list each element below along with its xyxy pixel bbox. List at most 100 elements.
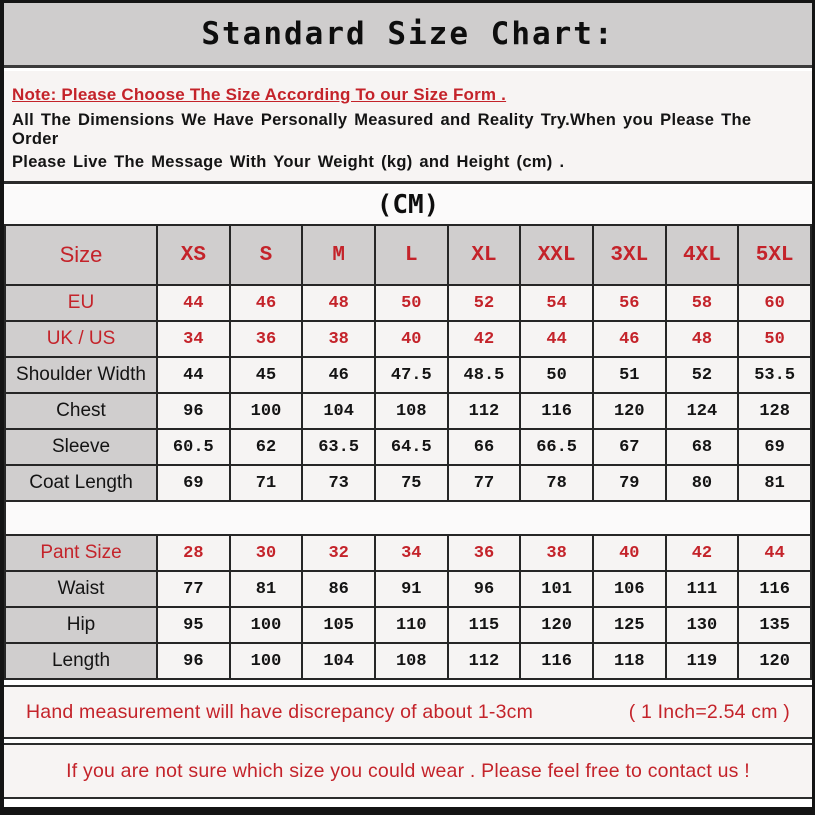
table-row: Waist 77 81 86 91 96 101 106 111 116 (4, 570, 812, 608)
table-row: UK / US 34 36 38 40 42 44 46 48 50 (4, 320, 812, 358)
divider (4, 739, 812, 743)
row-label: Hip (4, 606, 158, 644)
column-header: 4XL (664, 224, 740, 286)
divider (4, 184, 812, 186)
value-cell: 116 (519, 392, 594, 430)
table-row: Chest 96 100 104 108 112 116 120 124 128 (4, 392, 812, 430)
row-label: Chest (4, 392, 158, 430)
value-cell: 68 (664, 428, 740, 466)
value-cell: 115 (446, 606, 522, 644)
value-cell: 120 (519, 606, 594, 644)
note-line-2: All The Dimensions We Have Personally Me… (12, 111, 752, 148)
value-cell: 100 (228, 642, 304, 680)
value-cell: 118 (591, 642, 667, 680)
value-cell: 44 (156, 356, 231, 394)
value-cell: 101 (519, 570, 594, 608)
row-label: UK / US (4, 320, 158, 358)
unit-header-row: (CM) (4, 186, 812, 224)
value-cell: 62 (228, 428, 304, 466)
value-cell: 80 (664, 464, 740, 502)
measurement-note-box: Hand measurement will have discrepancy o… (4, 685, 812, 739)
size-chart-table: Size XS S M L XL XXL 3XL 4XL 5XL EU 44 46 48 50 52 54 56 5… (4, 224, 812, 680)
row-label: Pant Size (4, 534, 158, 572)
column-header: L (373, 224, 449, 286)
value-cell: 66 (446, 428, 522, 466)
value-cell: 105 (301, 606, 376, 644)
value-cell: 104 (301, 642, 376, 680)
value-cell: 125 (591, 606, 667, 644)
value-cell: 130 (664, 606, 740, 644)
unit-label: (CM) (376, 190, 440, 220)
column-header: XXL (519, 224, 594, 286)
value-cell: 100 (228, 392, 304, 430)
value-cell: 48 (664, 320, 740, 358)
column-header: M (301, 224, 376, 286)
value-cell: 28 (156, 534, 231, 572)
value-cell: 116 (519, 642, 594, 680)
value-cell: 110 (373, 606, 449, 644)
value-cell: 71 (228, 464, 304, 502)
row-label: Shoulder Width (4, 356, 158, 394)
value-cell: 36 (228, 320, 304, 358)
value-cell: 48.5 (446, 356, 522, 394)
value-cell: 51 (591, 356, 667, 394)
value-cell: 45 (228, 356, 304, 394)
value-cell: 95 (156, 606, 231, 644)
row-label: EU (4, 284, 158, 322)
value-cell: 86 (301, 570, 376, 608)
value-cell: 120 (737, 642, 812, 680)
value-cell: 96 (446, 570, 522, 608)
value-cell: 36 (446, 534, 522, 572)
table-row: Hip 95 100 105 110 115 120 125 130 135 (4, 606, 812, 644)
value-cell: 44 (737, 534, 812, 572)
divider (4, 680, 812, 685)
value-cell: 63.5 (301, 428, 376, 466)
value-cell: 66.5 (519, 428, 594, 466)
value-cell: 32 (301, 534, 376, 572)
value-cell: 96 (156, 642, 231, 680)
value-cell: 69 (156, 464, 231, 502)
column-header: 3XL (591, 224, 667, 286)
value-cell: 96 (156, 392, 231, 430)
value-cell: 53.5 (737, 356, 812, 394)
contact-note-box: If you are not sure which size you could… (4, 743, 812, 799)
table-row: Coat Length 69 71 73 75 77 78 79 80 81 (4, 464, 812, 502)
page-title: Standard Size Chart: (201, 16, 615, 52)
value-cell: 34 (156, 320, 231, 358)
value-cell: 73 (301, 464, 376, 502)
spacer-row (4, 500, 812, 536)
value-cell: 124 (664, 392, 740, 430)
value-cell: 91 (373, 570, 449, 608)
value-cell: 108 (373, 392, 449, 430)
value-cell: 40 (591, 534, 667, 572)
value-cell: 46 (228, 284, 304, 322)
value-cell: 111 (664, 570, 740, 608)
value-cell: 79 (591, 464, 667, 502)
value-cell: 77 (446, 464, 522, 502)
table-row: Length 96 100 104 108 112 116 118 119 120 (4, 642, 812, 680)
value-cell: 69 (737, 428, 812, 466)
value-cell: 78 (519, 464, 594, 502)
row-label: Waist (4, 570, 158, 608)
value-cell: 54 (519, 284, 594, 322)
value-cell: 112 (446, 392, 522, 430)
column-header-size: Size (4, 224, 158, 286)
value-cell: 106 (591, 570, 667, 608)
value-cell: 40 (373, 320, 449, 358)
value-cell: 56 (591, 284, 667, 322)
value-cell: 112 (446, 642, 522, 680)
value-cell: 116 (737, 570, 812, 608)
contact-note: If you are not sure which size you could… (66, 759, 750, 782)
value-cell: 44 (519, 320, 594, 358)
value-cell: 50 (737, 320, 812, 358)
value-cell: 120 (591, 392, 667, 430)
value-cell: 50 (373, 284, 449, 322)
title-bar: Standard Size Chart: (4, 3, 812, 68)
value-cell: 67 (591, 428, 667, 466)
value-cell: 77 (156, 570, 231, 608)
value-cell: 44 (156, 284, 231, 322)
column-header: 5XL (737, 224, 812, 286)
note-headline: Note: Please Choose The Size According T… (12, 85, 507, 104)
value-cell: 104 (301, 392, 376, 430)
